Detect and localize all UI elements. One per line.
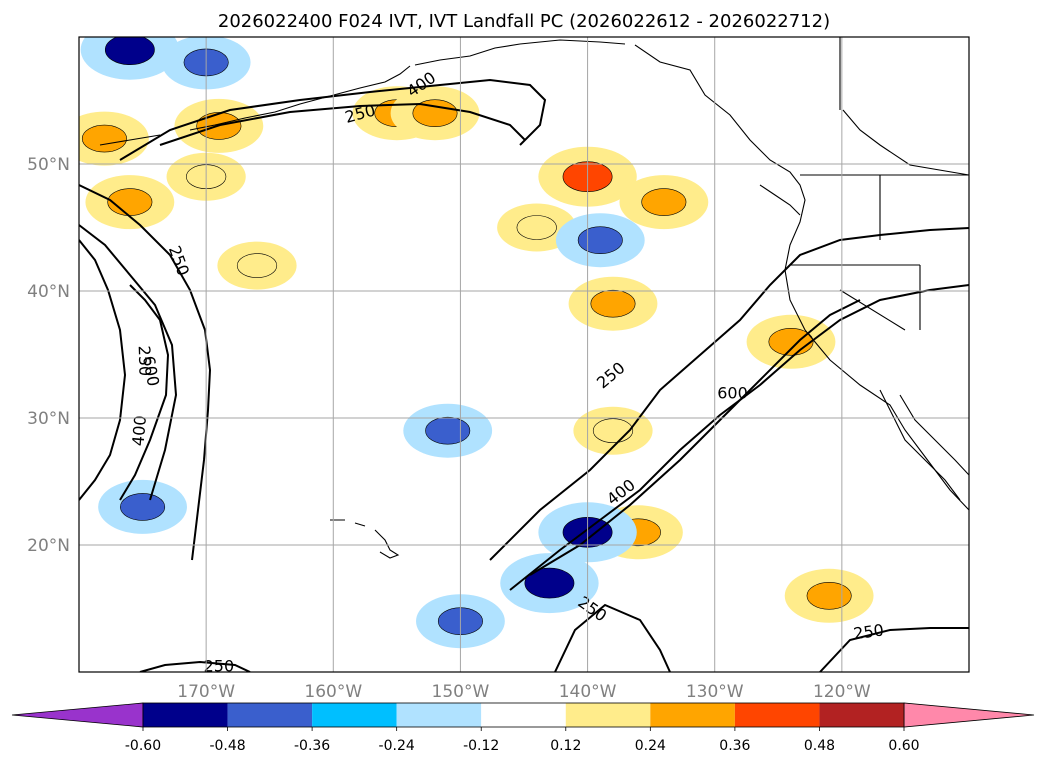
ivt-contour-250-west-outer: [79, 239, 127, 501]
pc-positive-region-7: [619, 175, 709, 230]
pc-band-core: [516, 215, 557, 240]
x-tick-label: 120°W: [813, 682, 871, 702]
ivt-contour-250-north: [119, 78, 547, 161]
pc-band-core: [524, 567, 575, 599]
map-frame: [78, 36, 970, 673]
state-borders: [790, 37, 969, 331]
coastlines: [99, 37, 969, 559]
vancouver-island: [759, 184, 801, 216]
pc-band-core: [592, 418, 634, 444]
colorbar-segment: [734, 703, 820, 727]
pc-band-core: [412, 99, 458, 127]
ivt-contour-250-west: [79, 184, 212, 561]
colorbar-tick-label: -0.12: [463, 738, 499, 754]
north-america-coastline: [634, 44, 969, 511]
colorbar: -0.60 -0.48 -0.36 -0.24 -0.12 0.12 0.24 0.36 0.4…: [11, 702, 1035, 754]
colorbar-tick-label: -0.48: [209, 738, 245, 754]
pc-band-core: [104, 37, 155, 65]
colorbar-extend-min: [11, 702, 144, 728]
ivt-contour-label: 250: [135, 345, 155, 376]
ivt-contour-label: 250: [204, 657, 235, 676]
pc-negative-region-4: [98, 479, 187, 534]
pc-positive-region-5: [390, 86, 480, 141]
gulf-of-california: [899, 394, 969, 476]
colorbar-tick-label: 0.60: [888, 738, 919, 754]
y-axis-ticks: 20°N 30°N 40°N 50°N: [27, 155, 70, 556]
colorbar-tick-label: -0.24: [379, 738, 415, 754]
colorbar-tick-label: 0.36: [719, 738, 750, 754]
colorbar-extend-max: [903, 702, 1035, 728]
ivt-contour-250-bottom: [139, 660, 251, 672]
hawaiian-islands: [330, 519, 400, 559]
ivt-contours: [79, 78, 969, 672]
y-tick-label: 20°N: [27, 536, 70, 556]
pc-negative-region-3: [403, 403, 493, 458]
aleutian-islands: [99, 43, 521, 146]
colorbar-segment: [819, 703, 904, 727]
colorbar-segment: [143, 703, 228, 727]
y-tick-label: 30°N: [27, 409, 70, 429]
colorbar-segment: [227, 703, 313, 727]
ivt-contour-label: 250: [852, 620, 885, 643]
pc-band-core: [577, 226, 623, 254]
pc-band-core: [590, 289, 636, 318]
pc-band-core: [81, 124, 127, 153]
colorbar-tick-label: 0.48: [804, 738, 835, 754]
colorbar-tick-label: -0.36: [294, 738, 330, 754]
pc-band-core: [120, 493, 166, 521]
x-tick-label: 170°W: [177, 682, 235, 702]
pc-negative-region-5: [500, 553, 599, 614]
pc-band-core: [641, 188, 687, 216]
pc-band-core: [425, 416, 471, 445]
pc-band-core: [107, 188, 153, 216]
ivt-contour-label: 400: [128, 415, 150, 447]
colorbar-tick-label: 0.24: [635, 738, 666, 754]
ivt-contour-250-ar: [489, 227, 969, 561]
colorbar-segment: [481, 703, 566, 727]
colorbar-segment: [565, 703, 651, 727]
y-tick-label: 50°N: [27, 155, 70, 175]
x-axis-ticks: 170°W 160°W 150°W 140°W 130°W 120°W: [177, 682, 871, 702]
colorbar-segment: [650, 703, 735, 727]
ivt-contour-250-south: [554, 603, 671, 672]
x-tick-label: 150°W: [432, 682, 490, 702]
pc-band-core: [236, 253, 278, 278]
ivt-contour-label: 600: [717, 384, 748, 403]
y-tick-label: 40°N: [27, 282, 70, 302]
pc-band-core: [806, 581, 852, 610]
colorbar-frame: [142, 702, 905, 728]
chart-title: 2026022400 F024 IVT, IVT Landfall PC (20…: [218, 11, 830, 32]
pc-negative-region-0: [80, 37, 180, 80]
ivt-contour-600-ar: [529, 299, 861, 576]
colorbar-tick-label: 0.12: [550, 738, 581, 754]
ivt-contour-600-west: [119, 284, 170, 501]
colorbar-segment: [396, 703, 482, 727]
baja-coastline: [879, 389, 961, 501]
alaska-coast: [519, 39, 626, 45]
x-tick-label: 140°W: [559, 682, 617, 702]
pc-positive-region-2: [85, 175, 175, 230]
pc-negative-region-2: [555, 213, 645, 268]
pc-positive-region-9: [217, 241, 297, 290]
x-tick-label: 130°W: [686, 682, 744, 702]
pc-positive-region-14: [784, 568, 874, 623]
pc-positive-region-10: [568, 276, 658, 331]
ivt-contour-250-southeast: [819, 627, 969, 672]
gridlines: [79, 37, 969, 672]
ivt-contour-400-north: [159, 102, 526, 146]
colorbar-tick-label: -0.60: [125, 738, 161, 754]
ivt-contour-400-west: [79, 224, 178, 501]
colorbar-segment: [312, 703, 397, 727]
x-tick-label: 160°W: [304, 682, 362, 702]
